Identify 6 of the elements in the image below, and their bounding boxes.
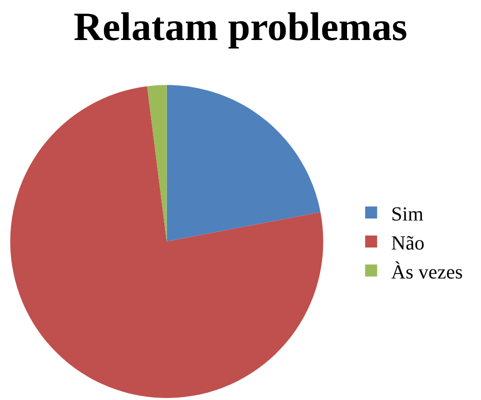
pie-slice xyxy=(166,85,320,242)
legend-label: Sim xyxy=(391,203,424,226)
pie-slice xyxy=(10,86,323,398)
legend-label: Às vezes xyxy=(391,260,463,284)
legend-label: Não xyxy=(391,232,424,254)
chart-title: Relatam problemas xyxy=(74,4,408,49)
